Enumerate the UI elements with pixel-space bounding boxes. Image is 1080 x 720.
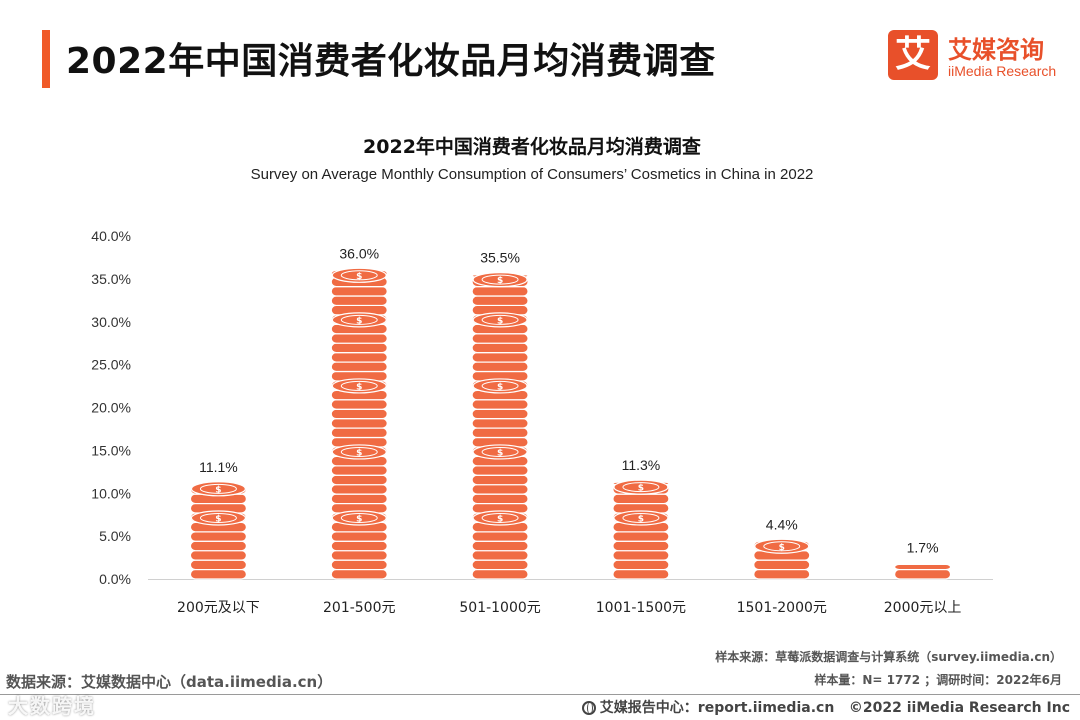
y-tick-label: 35.0% [91,271,131,287]
bar-coin-stack: $$ [612,479,670,580]
svg-text:$: $ [497,382,503,392]
sample-size-note: 样本量：N= 1772 ；调研时间：2022年6月 [814,673,1062,687]
svg-text:$: $ [497,316,503,326]
svg-text:$: $ [356,382,362,392]
logo-english-name: iiMedia Research [948,63,1057,79]
bar-value-label: 36.0% [339,245,379,261]
bar-value-label: 11.1% [199,459,238,475]
bar-coin-stack: $ $ $ $ $ [471,271,529,580]
page-title: 2022年中国消费者化妆品月均消费调查 [66,41,716,82]
svg-text:$: $ [215,485,221,495]
y-tick-label: 15.0% [91,442,131,458]
bar-coin-stack: $ $ $ $ $ [330,267,388,580]
svg-text:$: $ [497,448,503,458]
y-tick-label: 0.0% [99,571,131,587]
logo-mark-icon: 艾 [888,30,938,80]
x-category-label: 201-500元 [323,600,396,616]
bar-coin-stack: $$ [189,481,248,580]
logo-chinese-name: 艾媒咨询 [948,36,1044,64]
y-tick-label: 30.0% [91,314,131,330]
x-category-label: 200元及以下 [177,600,260,616]
report-center-link[interactable]: 艾媒报告中心：report.iimedia.cn [599,700,835,716]
globe-icon [581,701,596,715]
svg-text:$: $ [638,484,644,494]
y-tick-label: 40.0% [91,228,131,244]
y-tick-label: 5.0% [99,528,131,544]
svg-text:$: $ [779,543,785,553]
svg-text:$: $ [356,448,362,458]
x-category-label: 1001-1500元 [596,600,686,616]
svg-text:$: $ [497,276,503,286]
chart-title: 2022年中国消费者化妆品月均消费调查 [363,136,701,158]
bar-coin-stack [893,563,952,580]
y-tick-label: 20.0% [91,400,131,416]
bar-coin-stack: $ [753,538,811,580]
svg-text:$: $ [638,514,644,524]
bar-value-label: 1.7% [907,539,939,555]
footer-credits: 艾媒报告中心：report.iimedia.cn ©2022 iiMedia R… [581,697,1070,717]
footer-divider [0,694,1080,695]
y-tick-label: 25.0% [91,357,131,373]
copyright-text: ©2022 iiMedia Research Inc [848,700,1070,716]
watermark-text: 大数跨境 [8,694,96,718]
y-tick-label: 10.0% [91,485,131,501]
x-category-label: 501-1000元 [459,600,540,616]
title-accent-bar [42,30,50,88]
svg-text:$: $ [356,316,362,326]
x-category-label: 2000元以上 [884,600,962,616]
svg-text:$: $ [356,272,362,282]
data-source-note: 数据来源：艾媒数据中心（data.iimedia.cn） [6,673,333,691]
svg-text:$: $ [356,514,362,524]
bar-value-label: 35.5% [480,250,520,266]
x-category-label: 1501-2000元 [737,600,827,616]
sample-source-note: 样本来源：草莓派数据调查与计算系统（survey.iimedia.cn） [715,650,1062,664]
bar-value-label: 4.4% [766,516,798,532]
svg-text:$: $ [497,514,503,524]
svg-text:$: $ [215,514,221,524]
iimedia-logo: 艾 艾媒咨询 iiMedia Research [888,30,1068,84]
chart-subtitle: Survey on Average Monthly Consumption of… [250,166,814,183]
bar-value-label: 11.3% [622,457,661,473]
